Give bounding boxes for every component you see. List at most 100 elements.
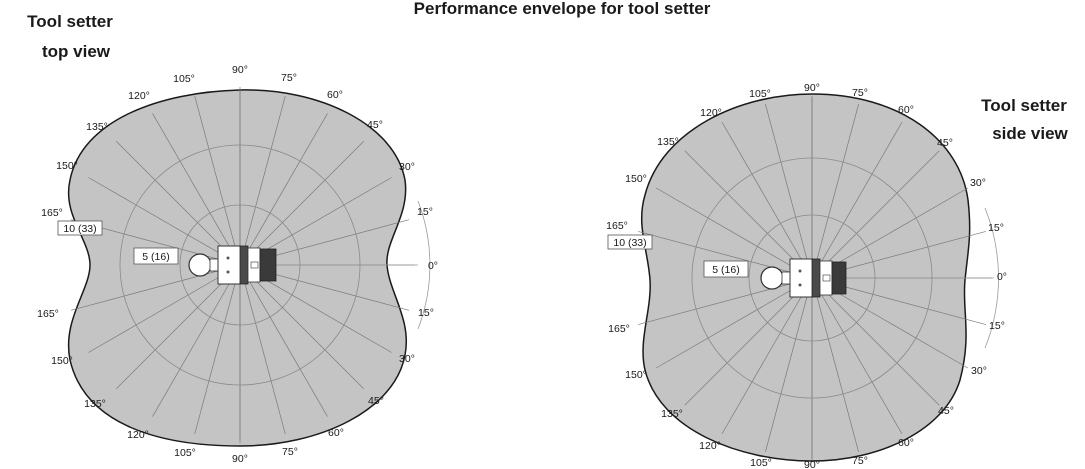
- side-view-angle-labels: 0° 15° 30° 45° 60° 75° 90° 105° 120° 135° 150° 165°…: [606, 82, 1007, 469]
- top-view-range-inner: 5 (16): [142, 251, 169, 263]
- angle-label-lower-135: 135°: [84, 398, 106, 410]
- top-view-label-line2: top view: [42, 42, 111, 61]
- ray-lower-75: [239, 264, 286, 435]
- ray-upper-105: [765, 104, 813, 279]
- angle-label-upper-45: 45°: [937, 137, 953, 149]
- ray-upper-105: [194, 95, 241, 266]
- angle-label-lower-15: 15°: [989, 320, 1005, 332]
- angle-label-upper-60: 60°: [327, 89, 343, 101]
- angle-label-upper-135: 135°: [86, 121, 108, 133]
- ray-upper-45: [811, 150, 940, 279]
- side-view-diagram: 5 (16) 10 (33) 0° 15° 30° 45° 60° 75° 90° 105° 1…: [606, 82, 1007, 469]
- angle-label-upper-45: 45°: [367, 119, 383, 131]
- angle-label-upper-0: 0°: [997, 271, 1007, 283]
- ray-upper-135: [116, 141, 241, 266]
- angle-label-lower-45: 45°: [368, 395, 384, 407]
- ray-upper-135: [684, 150, 813, 279]
- main-title: Performance envelope for tool setter: [414, 0, 711, 18]
- top-view-diagram: 5 (16) 10 (33) 0° 15° 30° 45° 60° 75° 90° 105° 1…: [37, 64, 438, 465]
- side-view-range-outer: 10 (33): [613, 237, 646, 249]
- ray-lower-105: [765, 277, 813, 452]
- angle-label-lower-165: 165°: [608, 323, 630, 335]
- angle-label-upper-0: 0°: [428, 260, 438, 272]
- top-view-range-inner-box: [133, 247, 179, 265]
- angle-label-upper-135: 135°: [657, 136, 679, 148]
- angle-label-lower-30: 30°: [971, 365, 987, 377]
- ray-lower-120: [721, 277, 813, 435]
- side-view-inner-ring: [748, 214, 876, 342]
- angle-label-lower-60: 60°: [328, 427, 344, 439]
- side-view-middle-ring: [691, 157, 933, 399]
- ray-upper-120: [721, 121, 813, 279]
- ray-lower-105: [194, 264, 241, 435]
- ray-lower-135: [684, 277, 813, 406]
- ray-upper-120: [152, 113, 241, 266]
- angle-label-upper-165: 165°: [606, 220, 628, 232]
- top-view-inner-ring: [179, 204, 301, 326]
- top-view-range-outer: 10 (33): [63, 223, 96, 235]
- ray-lower-165: [638, 277, 813, 325]
- angle-label-upper-105: 105°: [749, 88, 771, 100]
- ray-upper-165: [638, 231, 813, 279]
- angle-label-upper-15: 15°: [417, 206, 433, 218]
- angle-label-upper-120: 120°: [700, 107, 722, 119]
- angle-label-lower-120: 120°: [127, 429, 149, 441]
- ray-lower-150: [655, 277, 813, 369]
- ray-upper-150: [655, 187, 813, 279]
- angle-label-upper-150: 150°: [56, 160, 78, 172]
- ray-lower-45: [239, 264, 364, 389]
- angle-label-upper-165: 165°: [41, 207, 63, 219]
- ray-upper-45: [239, 141, 364, 266]
- angle-label-upper-75: 75°: [852, 87, 868, 99]
- side-view-label-line2: side view: [992, 124, 1068, 143]
- angle-label-lower-105: 105°: [174, 447, 196, 459]
- angle-label-upper-15: 15°: [988, 222, 1004, 234]
- angle-label-upper-75: 75°: [281, 72, 297, 84]
- top-view-middle-ring: [119, 144, 361, 386]
- angle-label-lower-90: 90°: [804, 459, 820, 469]
- angle-label-lower-30: 30°: [399, 353, 415, 365]
- side-view-range-inner-box: [703, 260, 749, 278]
- ray-lower-60: [811, 277, 903, 435]
- side-view-tool-setter: [760, 258, 847, 298]
- angle-label-upper-90: 90°: [804, 82, 820, 94]
- side-view-label-line1: Tool setter: [981, 96, 1067, 115]
- angle-label-lower-75: 75°: [282, 446, 298, 458]
- angle-label-upper-30: 30°: [399, 161, 415, 173]
- angle-label-lower-135: 135°: [661, 408, 683, 420]
- ray-lower-150: [88, 264, 241, 353]
- angle-label-upper-90: 90°: [232, 64, 248, 76]
- angle-label-lower-75: 75°: [852, 455, 868, 467]
- top-view-tool-setter: [188, 245, 277, 285]
- top-view-range-outer-box: [57, 220, 103, 236]
- top-view-angle-labels: 0° 15° 30° 45° 60° 75° 90° 105° 120° 135° 150° 165°…: [37, 64, 438, 465]
- angle-label-lower-165: 165°: [37, 308, 59, 320]
- ray-upper-150: [88, 177, 241, 266]
- angle-label-upper-150: 150°: [625, 173, 647, 185]
- top-view-label-line1: Tool setter: [27, 12, 113, 31]
- side-view-range-outer-box: [607, 234, 653, 250]
- ray-lower-120: [152, 264, 241, 417]
- ray-lower-135: [116, 264, 241, 389]
- angle-label-upper-60: 60°: [898, 104, 914, 116]
- angle-label-lower-150: 150°: [51, 355, 73, 367]
- ray-lower-75: [811, 277, 859, 452]
- angle-label-lower-45: 45°: [938, 405, 954, 417]
- ray-upper-60: [811, 121, 903, 279]
- ray-upper-60: [239, 113, 328, 266]
- ray-lower-165: [70, 264, 241, 311]
- side-view-outer-arc: [984, 207, 999, 349]
- ray-upper-75: [239, 95, 286, 266]
- ray-lower-45: [811, 277, 940, 406]
- angle-label-lower-60: 60°: [898, 437, 914, 449]
- angle-label-lower-150: 150°: [625, 369, 647, 381]
- angle-label-lower-90: 90°: [232, 453, 248, 465]
- side-view-range-inner: 5 (16): [712, 264, 739, 276]
- angle-label-lower-120: 120°: [699, 440, 721, 452]
- top-view-outer-arc: [417, 200, 431, 330]
- ray-lower-60: [239, 264, 328, 417]
- angle-label-lower-15: 15°: [418, 307, 434, 319]
- angle-label-lower-105: 105°: [750, 457, 772, 469]
- angle-label-upper-105: 105°: [173, 73, 195, 85]
